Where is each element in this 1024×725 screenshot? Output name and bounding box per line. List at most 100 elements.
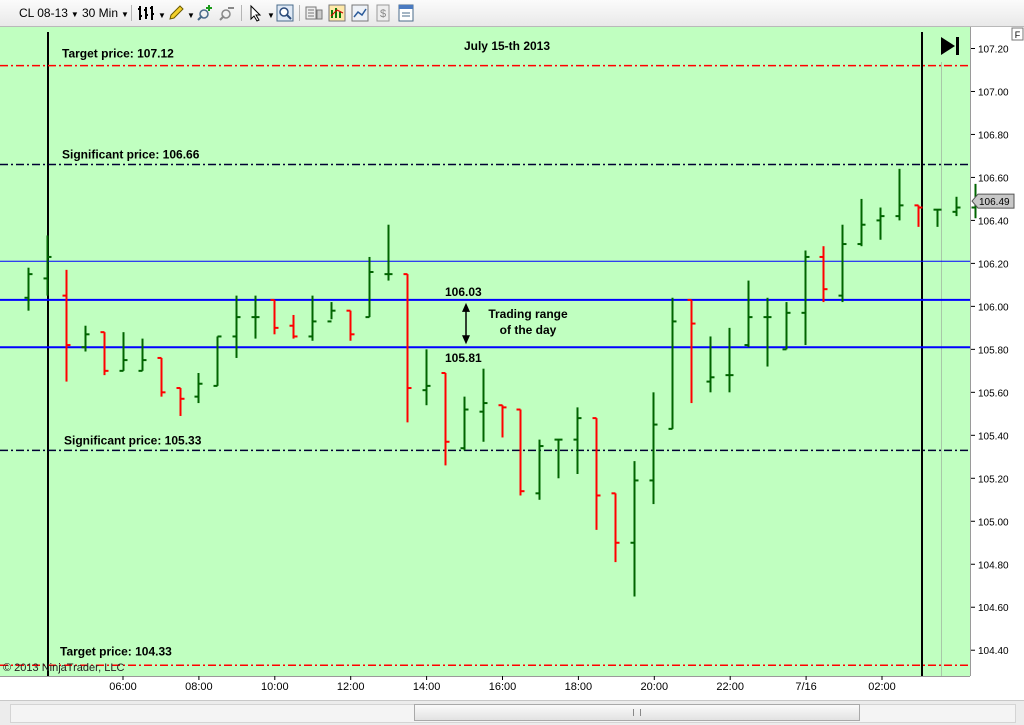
ohlc-bar <box>914 204 923 227</box>
price-chart[interactable]: Target price: 107.12 Significant price: 1… <box>0 27 1024 699</box>
svg-text:$: $ <box>380 8 386 20</box>
chart-properties-icon[interactable]: $ <box>374 4 392 22</box>
ohlc-bar <box>535 439 544 500</box>
y-tick-label: 107.20 <box>978 44 1009 55</box>
ohlc-bar <box>819 246 828 303</box>
y-tick-label: 106.40 <box>978 216 1009 227</box>
x-tick-label: 20:00 <box>641 681 669 693</box>
y-tick-label: 106.80 <box>978 130 1009 141</box>
ohlc-bar <box>668 297 677 430</box>
y-tick-label: 105.80 <box>978 345 1009 356</box>
y-tick-label: 104.60 <box>978 603 1009 614</box>
ohlc-bar <box>744 280 753 348</box>
ohlc-bar <box>516 408 525 496</box>
chart-toolbar: CL 08-13 ▼ 30 Min ▼ ▼ ▼ ▼ $ <box>0 0 1024 27</box>
zoom-icon[interactable] <box>276 4 294 22</box>
ohlc-bar <box>24 267 33 311</box>
ohlc-bar <box>933 208 942 227</box>
ohlc-bar <box>460 396 469 451</box>
range-annotation-line: of the day <box>500 323 557 337</box>
toolbar-divider <box>241 5 242 21</box>
ohlc-bar <box>327 302 336 323</box>
x-tick-label: 08:00 <box>185 681 213 693</box>
x-tick-label: 22:00 <box>716 681 744 693</box>
ohlc-bar <box>81 325 90 352</box>
ohlc-bar <box>194 372 203 404</box>
crosshair-add-icon[interactable] <box>196 4 214 22</box>
pencil-draw-icon[interactable] <box>167 4 185 22</box>
range-annotation-line: Trading range <box>488 307 568 321</box>
ohlc-bar <box>573 407 582 474</box>
strategies-icon[interactable] <box>351 4 369 22</box>
y-tick-label: 105.00 <box>978 517 1009 528</box>
price-label-target-lower: Target price: 104.33 <box>60 644 172 658</box>
ohlc-bar <box>365 256 374 319</box>
x-tick-label: 12:00 <box>337 681 365 693</box>
price-label-target-upper: Target price: 107.12 <box>62 47 174 61</box>
ohlc-bar <box>213 335 222 387</box>
y-tick-label: 104.80 <box>978 560 1009 571</box>
y-tick-label: 107.00 <box>978 87 1009 98</box>
x-tick-label: 7/16 <box>795 681 816 693</box>
ohlc-bar <box>592 417 601 530</box>
horizontal-scrollbar[interactable] <box>0 700 1024 725</box>
price-label-range-low: 105.81 <box>445 351 482 365</box>
x-tick-label: 16:00 <box>489 681 517 693</box>
ohlc-bar <box>62 269 71 382</box>
ohlc-bar <box>251 295 260 339</box>
x-tick-label: 18:00 <box>565 681 593 693</box>
last-price-marker <box>971 193 1015 209</box>
y-tick-label: 105.40 <box>978 431 1009 442</box>
time-axis <box>0 676 1024 699</box>
crosshair-remove-icon[interactable] <box>218 4 236 22</box>
x-tick-label: 06:00 <box>109 681 137 693</box>
range-arrow-up-head <box>462 302 470 312</box>
instrument-label: CL 08-13 <box>19 6 68 20</box>
ohlc-bar <box>403 273 412 423</box>
ohlc-bar <box>876 207 885 240</box>
ohlc-bar <box>838 224 847 303</box>
ohlc-bar <box>611 492 620 563</box>
ohlc-bar <box>346 309 355 341</box>
pointer-icon[interactable] <box>247 4 265 22</box>
ohlc-bar <box>857 198 866 247</box>
scrollbar-thumb[interactable] <box>414 704 860 721</box>
price-label-significant-upper: Significant price: 106.66 <box>62 148 200 162</box>
y-tick-label: 106.20 <box>978 259 1009 270</box>
ohlc-bar <box>725 327 734 393</box>
ohlc-bar <box>895 168 904 221</box>
ohlc-bar <box>649 392 658 505</box>
y-tick-label: 105.60 <box>978 388 1009 399</box>
ohlc-bar <box>479 368 488 442</box>
properties-icon[interactable] <box>397 4 415 22</box>
x-tick-label: 10:00 <box>261 681 289 693</box>
y-tick-label: 104.40 <box>978 646 1009 657</box>
ohlc-bar <box>232 295 241 358</box>
ohlc-bar <box>630 461 639 597</box>
ohlc-bar <box>289 314 298 339</box>
ohlc-bar <box>138 338 147 372</box>
ohlc-bar <box>43 235 52 296</box>
instrument-selector[interactable]: CL 08-13 ▼ <box>19 6 79 20</box>
ohlc-bar <box>384 224 393 281</box>
panel-label-box[interactable] <box>1011 27 1024 41</box>
bar-type-icon[interactable] <box>137 4 155 22</box>
ohlc-bar <box>422 349 431 406</box>
interval-selector[interactable]: 30 Min ▼ <box>82 6 129 20</box>
interval-label: 30 Min <box>82 6 119 20</box>
price-label-significant-lower: Significant price: 105.33 <box>64 433 202 447</box>
toolbar-divider <box>131 5 132 21</box>
x-tick-label: 02:00 <box>868 681 896 693</box>
panel-label: F <box>1015 30 1021 40</box>
scroll-to-end-icon[interactable] <box>941 37 959 55</box>
ohlc-bar <box>157 356 166 397</box>
range-arrow-down-head <box>462 335 470 345</box>
ohlc-bar <box>176 387 185 416</box>
indicators-icon[interactable] <box>328 4 346 22</box>
copyright-text: © 2013 NinjaTrader, LLC <box>3 662 124 674</box>
x-tick-label: 14:00 <box>413 681 441 693</box>
ohlc-bar <box>308 295 317 341</box>
price-axis <box>971 27 1024 676</box>
ohlc-bar <box>687 298 696 404</box>
data-box-icon[interactable] <box>305 4 323 22</box>
